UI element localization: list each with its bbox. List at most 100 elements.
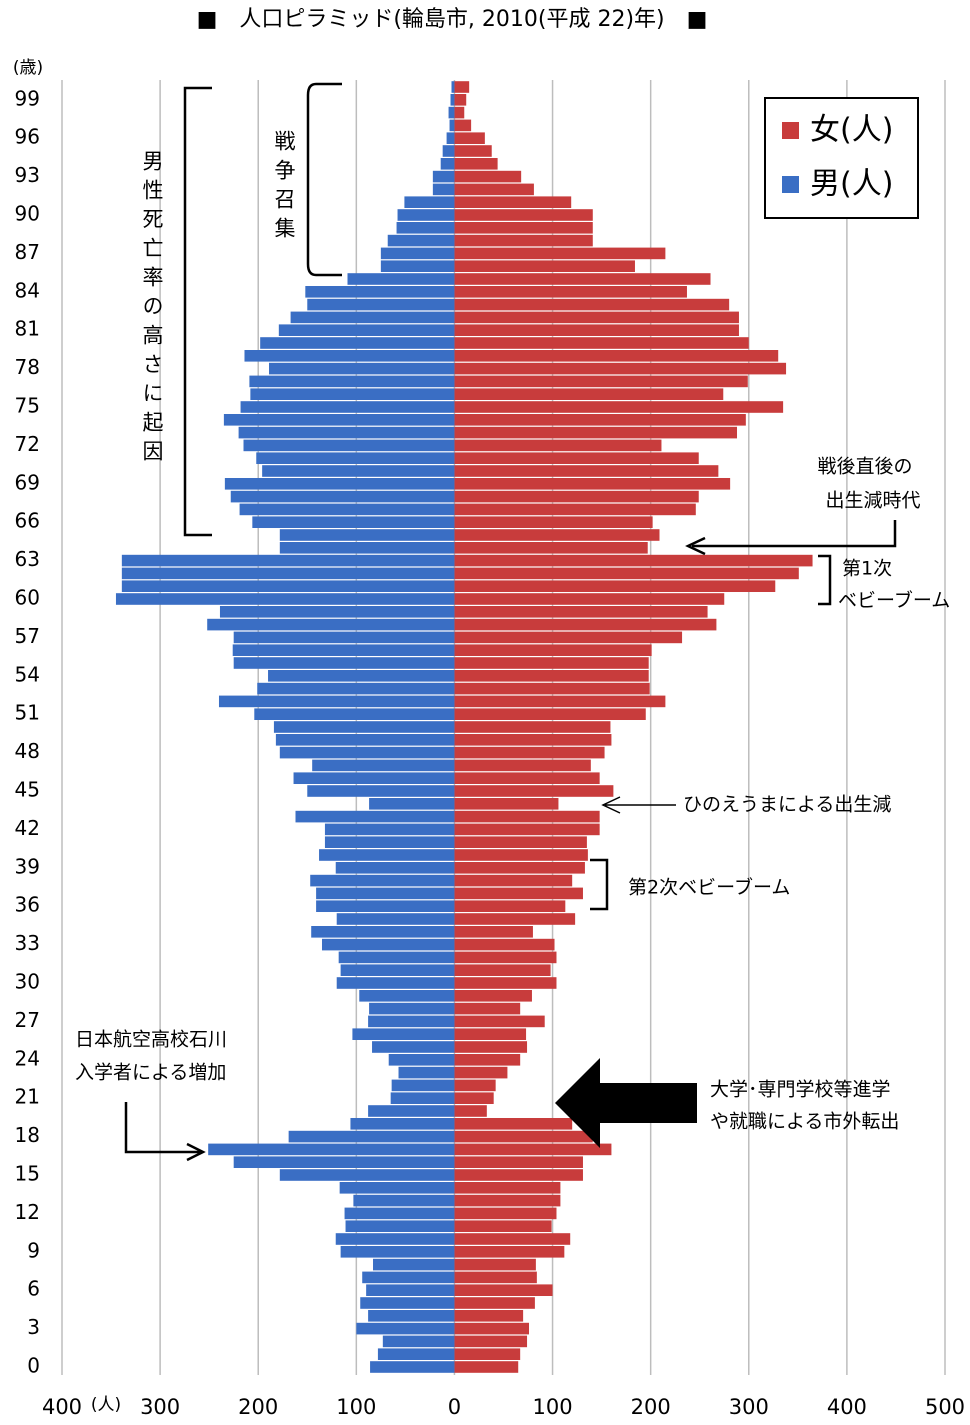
x-tick-label: 300 [140, 1395, 180, 1419]
arrow [124, 1102, 206, 1162]
bar [454, 670, 649, 682]
bar [382, 1335, 455, 1348]
bar [454, 657, 649, 669]
bar [295, 810, 455, 823]
y-tick-label: 36 [15, 893, 40, 917]
bar [398, 1066, 455, 1079]
bar [336, 913, 455, 925]
bar [454, 1041, 528, 1053]
x-tick-label: 200 [238, 1395, 278, 1419]
bar [350, 1118, 455, 1130]
bar [257, 682, 455, 695]
bar [454, 362, 787, 375]
y-tick-label: 84 [15, 278, 40, 302]
bar [352, 1028, 455, 1040]
bar [454, 1297, 535, 1309]
bar [373, 1258, 455, 1271]
bar [121, 567, 455, 580]
bar [454, 439, 662, 452]
bar [454, 951, 557, 964]
y-tick-label: 93 [15, 163, 40, 187]
bar [454, 734, 612, 746]
bar [454, 183, 534, 196]
bar [115, 593, 455, 605]
y-tick-label: 75 [15, 394, 40, 418]
bar [360, 1297, 455, 1309]
bar [368, 1105, 455, 1117]
bar [307, 298, 455, 311]
x-tick-label: 200 [631, 1395, 671, 1419]
bar [454, 785, 614, 797]
bar [454, 273, 711, 285]
bar [344, 1207, 455, 1220]
bar [275, 734, 455, 746]
bar [454, 260, 635, 272]
bar [404, 196, 455, 208]
bar [454, 1054, 521, 1066]
bar [369, 1002, 455, 1015]
bar [324, 823, 455, 836]
y-tick-label: 78 [15, 355, 40, 379]
legend: 女(人) 男(人) [764, 97, 919, 219]
bar [440, 158, 455, 170]
bar [454, 1002, 521, 1015]
bar [397, 209, 455, 221]
bar [454, 1066, 508, 1079]
bar [380, 260, 455, 272]
y-tick-label: 21 [15, 1085, 40, 1109]
y-tick-label: 48 [15, 739, 40, 763]
bar [454, 580, 776, 592]
y-tick-label: 81 [15, 317, 40, 341]
y-tick-label: 6 [27, 1277, 40, 1301]
bar [454, 1258, 536, 1271]
bar [369, 798, 455, 810]
bar [454, 746, 605, 759]
bar [233, 1156, 455, 1168]
bar [316, 900, 455, 912]
bar [454, 286, 687, 298]
bar [269, 362, 455, 375]
bar [345, 1220, 455, 1232]
bar [454, 926, 533, 938]
bar [387, 234, 455, 247]
bar [454, 631, 683, 644]
bar [340, 964, 455, 976]
bar [454, 1310, 524, 1322]
bar [233, 657, 455, 669]
y-tick-label: 72 [15, 432, 40, 456]
bar [454, 682, 650, 695]
bar [454, 170, 522, 183]
legend-label: 女(人) [810, 113, 893, 148]
y-tick-label: 99 [15, 86, 40, 110]
x-tick-label: 400 [827, 1395, 867, 1419]
bar [278, 324, 455, 336]
bar [380, 247, 455, 260]
bar [454, 1143, 612, 1156]
bar [454, 798, 559, 810]
x-axis-label: (人) [91, 1395, 121, 1415]
bar [454, 542, 648, 554]
y-tick-label: 30 [15, 970, 40, 994]
arrow [601, 796, 676, 814]
bar [454, 1015, 545, 1028]
bar [450, 94, 455, 106]
y-tick-label: 45 [15, 778, 40, 802]
bar [347, 273, 455, 285]
bar [454, 772, 600, 784]
bar [454, 695, 666, 708]
y-tick-label: 51 [15, 701, 40, 725]
y-tick-label: 9 [27, 1238, 40, 1262]
bar [250, 388, 455, 400]
bar [454, 1028, 527, 1040]
bracket [306, 82, 342, 277]
bar [454, 887, 583, 900]
chart-title: ■ 人口ピラミッド(輪島市, 2010(平成 22)年) ■ [197, 7, 708, 32]
bar [454, 222, 593, 234]
bar [293, 772, 455, 784]
bar [356, 1322, 455, 1335]
bar [454, 606, 708, 618]
bar [451, 81, 455, 93]
bar [339, 1182, 455, 1194]
bar [454, 567, 799, 580]
bar [454, 1092, 494, 1104]
